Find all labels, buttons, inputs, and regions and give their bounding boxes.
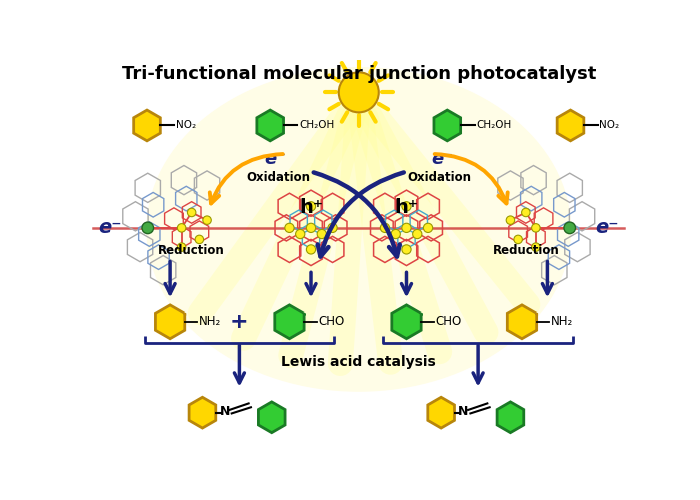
Circle shape xyxy=(142,222,153,234)
Text: h⁺: h⁺ xyxy=(395,198,419,218)
Polygon shape xyxy=(275,305,304,338)
Circle shape xyxy=(285,223,294,232)
Text: CH₂OH: CH₂OH xyxy=(299,120,334,130)
Circle shape xyxy=(514,235,522,244)
Text: Reduction: Reduction xyxy=(494,244,560,258)
Polygon shape xyxy=(392,305,421,338)
Circle shape xyxy=(307,223,316,232)
Circle shape xyxy=(307,245,316,254)
Circle shape xyxy=(402,202,411,211)
Circle shape xyxy=(424,223,433,232)
Text: NH₂: NH₂ xyxy=(199,316,221,328)
Circle shape xyxy=(317,230,326,238)
Circle shape xyxy=(177,224,186,232)
Text: CH₂OH: CH₂OH xyxy=(476,120,511,130)
Circle shape xyxy=(506,216,514,224)
Text: Tri-functional molecular junction photocatalyst: Tri-functional molecular junction photoc… xyxy=(122,64,596,82)
Circle shape xyxy=(531,243,540,252)
Circle shape xyxy=(380,223,389,232)
Text: NO₂: NO₂ xyxy=(599,120,620,130)
Text: N: N xyxy=(220,404,230,417)
Polygon shape xyxy=(497,402,524,432)
Circle shape xyxy=(295,230,305,238)
Circle shape xyxy=(564,222,575,234)
Polygon shape xyxy=(189,398,216,428)
Circle shape xyxy=(203,216,211,224)
Circle shape xyxy=(195,235,204,244)
Text: CHO: CHO xyxy=(318,316,344,328)
Text: e⁻: e⁻ xyxy=(99,218,122,238)
Ellipse shape xyxy=(147,68,570,391)
Polygon shape xyxy=(508,305,537,338)
Text: e⁻: e⁻ xyxy=(265,150,286,168)
Text: e⁻: e⁻ xyxy=(431,150,453,168)
Text: N: N xyxy=(458,404,469,417)
Polygon shape xyxy=(557,110,584,141)
Polygon shape xyxy=(134,110,160,141)
Circle shape xyxy=(391,230,400,238)
Polygon shape xyxy=(258,402,285,432)
Text: Lewis acid catalysis: Lewis acid catalysis xyxy=(281,355,436,369)
Circle shape xyxy=(307,202,316,211)
Circle shape xyxy=(522,208,530,216)
Polygon shape xyxy=(434,110,461,141)
Text: Oxidation: Oxidation xyxy=(407,170,472,183)
Circle shape xyxy=(402,245,411,254)
Polygon shape xyxy=(257,110,284,141)
Circle shape xyxy=(177,243,186,252)
Text: Reduction: Reduction xyxy=(158,244,224,258)
Circle shape xyxy=(412,230,422,238)
Text: NH₂: NH₂ xyxy=(551,316,573,328)
Circle shape xyxy=(531,224,540,232)
Text: +: + xyxy=(230,312,248,332)
Circle shape xyxy=(402,223,411,232)
Text: NO₂: NO₂ xyxy=(176,120,196,130)
Text: CHO: CHO xyxy=(435,316,461,328)
Polygon shape xyxy=(155,305,185,338)
Circle shape xyxy=(339,72,379,112)
Text: Oxidation: Oxidation xyxy=(246,170,310,183)
Text: e⁻: e⁻ xyxy=(596,218,619,238)
Text: h⁺: h⁺ xyxy=(299,198,323,218)
Circle shape xyxy=(188,208,196,216)
Polygon shape xyxy=(428,398,454,428)
Circle shape xyxy=(328,223,337,232)
